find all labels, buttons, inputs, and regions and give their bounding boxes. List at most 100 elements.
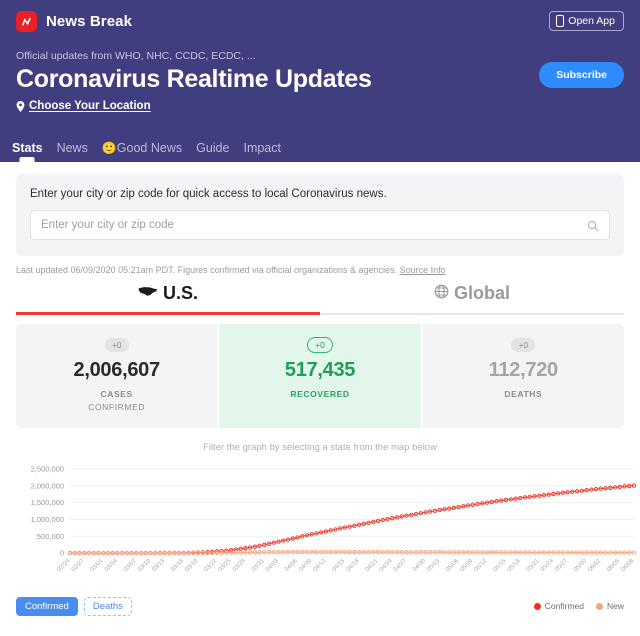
- last-updated-text: Last updated 06/09/2020 05:21am PDT. Fig…: [16, 265, 398, 275]
- svg-text:04/21: 04/21: [365, 557, 380, 572]
- svg-text:04/30: 04/30: [412, 557, 427, 572]
- stat-card-cases[interactable]: +0 2,006,607 CASES CONFIRMED: [16, 324, 218, 428]
- phone-icon: [556, 15, 565, 27]
- nav-tab-news[interactable]: News: [57, 141, 88, 162]
- svg-text:1,500,000: 1,500,000: [31, 498, 64, 507]
- search-input[interactable]: [41, 219, 587, 231]
- stat-card-deaths[interactable]: +0 112,720 DEATHS: [422, 324, 624, 428]
- stat-delta-chip: +0: [104, 338, 129, 352]
- legend-item-new[interactable]: New: [595, 601, 624, 611]
- svg-text:05/12: 05/12: [474, 557, 489, 572]
- globe-icon: [434, 284, 449, 304]
- subscribe-button[interactable]: Subscribe: [539, 62, 624, 88]
- stat-label-recovered: RECOVERED: [290, 389, 350, 399]
- stat-label-cases-main: CASES: [100, 389, 133, 399]
- header-topbar: News Break Open App: [16, 0, 624, 42]
- brand[interactable]: News Break: [16, 10, 133, 32]
- search-icon[interactable]: [587, 219, 599, 232]
- svg-text:03/01: 03/01: [90, 557, 105, 572]
- svg-text:1,000,000: 1,000,000: [31, 515, 64, 524]
- stat-label-deaths: DEATHS: [504, 389, 543, 399]
- open-app-button[interactable]: Open App: [549, 11, 624, 31]
- nav-tab-good-news-label: Good News: [116, 141, 183, 155]
- page-title: Coronavirus Realtime Updates: [16, 65, 372, 93]
- svg-text:04/18: 04/18: [346, 557, 361, 572]
- slightly-smiling-face-icon: 🙂: [101, 141, 117, 155]
- svg-text:04/03: 04/03: [265, 557, 280, 572]
- nav-tab-stats[interactable]: Stats: [12, 141, 43, 162]
- svg-text:03/04: 03/04: [104, 557, 119, 572]
- search-card: Enter your city or zip code for quick ac…: [16, 174, 624, 256]
- nav-tab-news-label: News: [56, 141, 88, 155]
- choose-location-label: Choose Your Location: [29, 100, 151, 112]
- svg-text:05/30: 05/30: [573, 557, 588, 572]
- svg-text:05/09: 05/09: [459, 557, 474, 572]
- svg-text:03/22: 03/22: [203, 557, 218, 572]
- svg-text:05/27: 05/27: [554, 557, 569, 572]
- svg-text:03/13: 03/13: [151, 557, 166, 572]
- series-toggle-group: Confirmed Deaths: [16, 596, 132, 616]
- nav-tab-good-news[interactable]: 🙂Good News: [102, 141, 182, 162]
- legend-dot-new: [595, 602, 603, 610]
- svg-text:03/16: 03/16: [170, 557, 185, 572]
- map-pin-icon: [16, 100, 25, 112]
- choose-location-link[interactable]: Choose Your Location: [16, 100, 624, 112]
- header-subtitle: Official updates from WHO, NHC, CCDC, EC…: [16, 50, 256, 62]
- svg-text:04/15: 04/15: [331, 557, 346, 572]
- svg-text:05/06: 05/06: [445, 557, 460, 572]
- svg-text:2,500,000: 2,500,000: [31, 464, 64, 473]
- chart-hint: Filter the graph by selecting a state fr…: [203, 441, 437, 453]
- primary-nav: Stats News 🙂Good News Guide Impact: [12, 134, 281, 162]
- svg-text:05/18: 05/18: [507, 557, 522, 572]
- svg-text:05/15: 05/15: [493, 557, 508, 572]
- legend-item-confirmed[interactable]: Confirmed: [533, 601, 584, 611]
- svg-text:06/02: 06/02: [587, 557, 602, 572]
- source-info-link[interactable]: Source Info: [399, 265, 446, 275]
- svg-text:06/08: 06/08: [621, 557, 636, 572]
- nav-tab-guide[interactable]: Guide: [196, 141, 229, 162]
- svg-text:03/25: 03/25: [218, 557, 233, 572]
- nav-tab-impact[interactable]: Impact: [243, 141, 281, 162]
- series-button-deaths[interactable]: Deaths: [83, 596, 132, 616]
- search-field[interactable]: [30, 210, 610, 240]
- timeseries-chart[interactable]: 0 500,000 1,000,000 1,500,000 2,000,000 2,500…: [0, 461, 640, 593]
- svg-text:02/27: 02/27: [71, 557, 86, 572]
- us-map-icon: [138, 285, 158, 303]
- brand-name: News Break: [46, 12, 133, 30]
- region-tabs: U.S. Global: [16, 283, 624, 315]
- search-section: Enter your city or zip code for quick ac…: [0, 162, 640, 256]
- stat-value-deaths: 112,720: [488, 359, 558, 381]
- region-tab-us[interactable]: U.S.: [16, 283, 320, 315]
- stats-row: +0 2,006,607 CASES CONFIRMED +0 517,435 …: [16, 324, 624, 428]
- svg-text:03/19: 03/19: [185, 557, 200, 572]
- svg-text:03/31: 03/31: [251, 557, 266, 572]
- svg-text:06/05: 06/05: [606, 557, 621, 572]
- stat-delta-chip: +0: [511, 338, 536, 352]
- region-tab-global[interactable]: Global: [320, 283, 624, 313]
- svg-text:04/12: 04/12: [312, 557, 327, 572]
- stat-value-recovered: 517,435: [284, 359, 356, 381]
- open-app-label: Open App: [568, 15, 615, 27]
- svg-text:02/24: 02/24: [57, 557, 72, 572]
- legend-label-new: New: [606, 601, 624, 611]
- svg-text:2,000,000: 2,000,000: [31, 481, 64, 490]
- svg-text:05/24: 05/24: [540, 557, 555, 572]
- stat-delta-chip: +0: [307, 337, 333, 353]
- region-tab-global-label: Global: [453, 283, 510, 303]
- svg-text:03/28: 03/28: [232, 557, 247, 572]
- legend-label-confirmed: Confirmed: [544, 601, 584, 611]
- stat-value-cases: 2,006,607: [73, 359, 161, 381]
- svg-text:04/09: 04/09: [298, 557, 313, 572]
- svg-text:04/06: 04/06: [284, 557, 299, 572]
- nav-tab-impact-label: Impact: [243, 141, 281, 155]
- svg-text:04/27: 04/27: [393, 557, 408, 572]
- svg-text:05/03: 05/03: [426, 557, 441, 572]
- chart-canvas: 0 500,000 1,000,000 1,500,000 2,000,000 2,500…: [31, 464, 637, 573]
- stat-card-recovered[interactable]: +0 517,435 RECOVERED: [219, 324, 421, 428]
- search-label: Enter your city or zip code for quick ac…: [30, 188, 387, 200]
- region-tab-us-label: U.S.: [162, 283, 198, 303]
- series-button-confirmed[interactable]: Confirmed: [16, 596, 78, 616]
- news-break-logo-icon: [16, 10, 37, 32]
- chart-legend: Confirmed New: [533, 601, 624, 611]
- site-header: News Break Open App Official updates fro…: [0, 0, 640, 162]
